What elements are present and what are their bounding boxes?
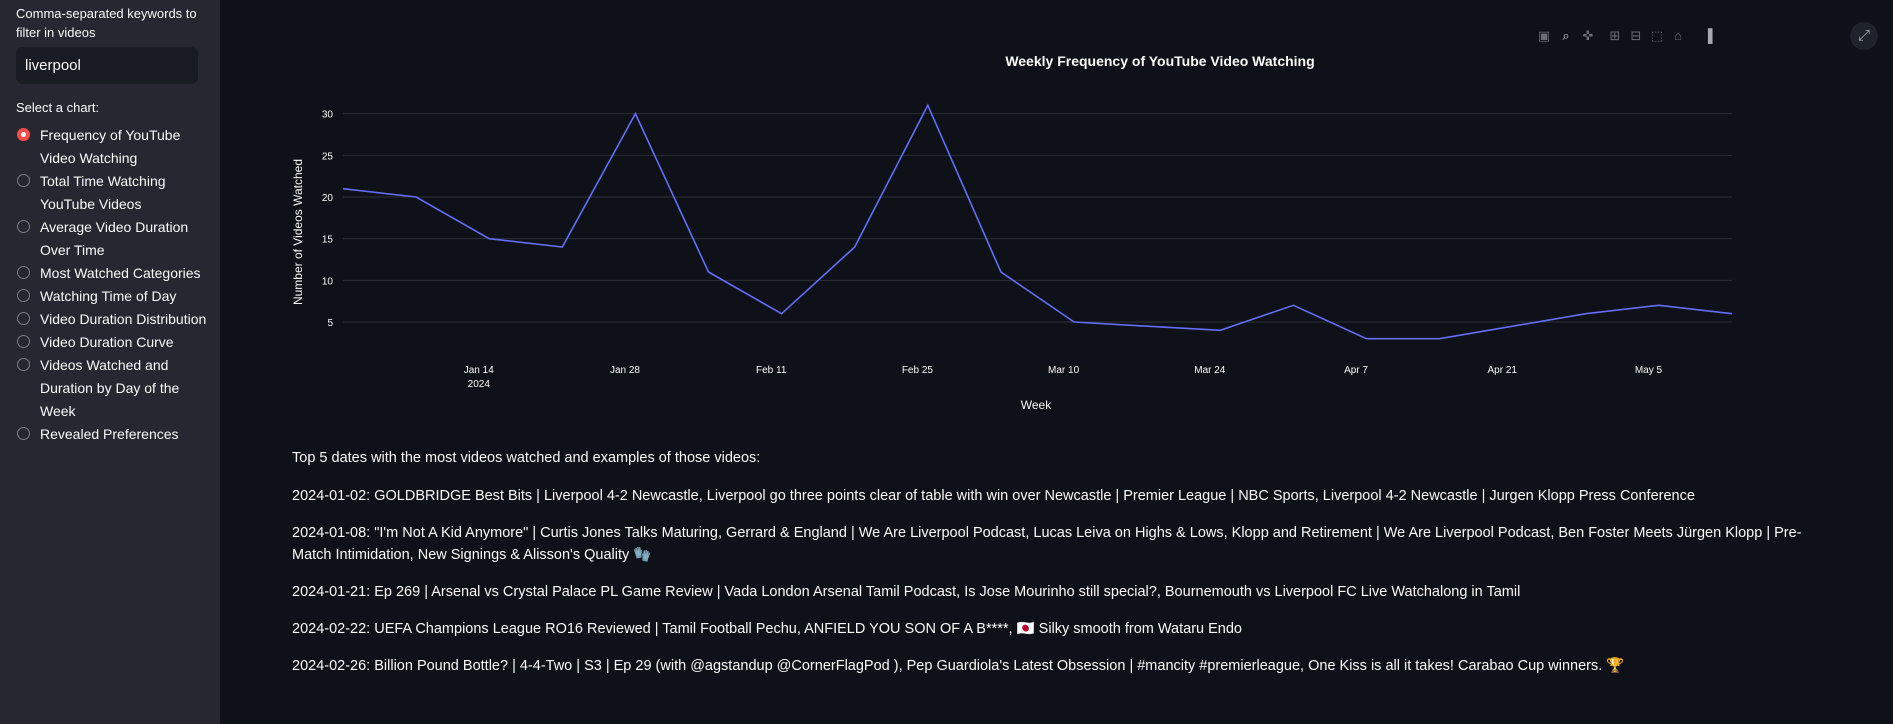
data-point[interactable] [707,270,711,274]
y-tick-label: 30 [322,110,334,121]
radio-unchecked-icon[interactable] [17,427,30,440]
fullscreen-expand-icon[interactable]: ⤢ [1850,22,1878,50]
data-point[interactable] [780,312,784,316]
data-point[interactable] [926,103,930,107]
chart-option-radio[interactable]: Revealed Preferences [16,423,216,446]
chart-option-radio[interactable]: Video Duration Distribution [16,308,216,331]
keyword-filter-label: Comma-separated keywords to filter in vi… [16,6,197,40]
series-line [342,103,1733,340]
keyword-filter-input[interactable] [16,47,198,84]
zoom-icon[interactable]: ⌕ [1562,28,1570,43]
zoom-in-icon[interactable]: ⊞ [1609,28,1621,43]
x-tick-label: Feb 11 [756,365,787,376]
top5-section: Top 5 dates with the most videos watched… [292,448,1832,692]
radio-unchecked-icon[interactable] [17,266,30,279]
x-axis-label: Week [1021,398,1052,412]
data-point[interactable] [1438,337,1442,341]
y-tick-label: 15 [322,235,334,246]
x-tick-label: Jan 14 [464,365,494,376]
radio-unchecked-icon[interactable] [17,174,30,187]
chart-option-radio[interactable]: Video Duration Curve [16,331,216,354]
chart-option-radio[interactable]: Total Time Watching YouTube Videos [16,170,216,216]
zoom-out-icon[interactable]: ⊟ [1630,28,1642,43]
chart-option-radio[interactable]: Average Video Duration Over Time [16,216,216,262]
chart-option-label: Frequency of YouTube Video Watching [40,127,181,166]
radio-unchecked-icon[interactable] [17,289,30,302]
chart-option-radio[interactable]: Watching Time of Day [16,285,216,308]
chart-radio-group: Frequency of YouTube Video Watching Total… [16,124,216,446]
top5-item: 2024-01-08: "I'm Not A Kid Anymore" | Cu… [292,525,1802,563]
top5-item: 2024-01-21: Ep 269 | Arsenal vs Crystal … [292,584,1521,600]
radio-checked-icon[interactable] [17,128,30,141]
pan-icon[interactable]: ✜ [1582,28,1594,43]
x-tick-label: Mar 10 [1048,365,1080,376]
data-point[interactable] [1584,312,1588,316]
data-point[interactable] [1218,328,1222,332]
chart-title: Weekly Frequency of YouTube Video Watchi… [1005,53,1314,69]
y-tick-label: 20 [322,193,334,204]
y-tick-label: 5 [327,318,333,329]
chart-option-label: Videos Watched and Duration by Day of th… [40,357,180,419]
top5-item: 2024-01-02: GOLDBRIDGE Best Bits | Liver… [292,488,1695,504]
chart-select-label: Select a chart: [16,100,100,115]
data-point[interactable] [1291,303,1295,307]
x-tick-label: Apr 7 [1344,365,1368,376]
x-tick-label: Apr 21 [1488,365,1518,376]
radio-unchecked-icon[interactable] [17,358,30,371]
y-axis-label: Number of Videos Watched [291,159,305,305]
x-axis-ticks: Jan 14 2024 Jan 28 Feb 11 Feb 25 Mar 10 Mar 24… [464,365,1663,390]
x-tick-label: May 5 [1635,365,1663,376]
chart-option-label: Total Time Watching YouTube Videos [40,173,166,212]
data-point[interactable] [1072,320,1076,324]
x-tick-label: Jan 28 [610,365,640,376]
y-axis-ticks: 5 10 15 20 25 30 [322,110,334,329]
chart-option-label: Video Duration Distribution [40,311,207,327]
top5-heading: Top 5 dates with the most videos watched… [292,450,761,466]
x-tick-label: Mar 24 [1194,365,1226,376]
data-point[interactable] [1145,324,1149,328]
y-tick-label: 25 [322,151,334,162]
data-point[interactable] [487,237,491,241]
x-tick-label: Feb 25 [902,365,934,376]
y-tick-label: 10 [322,276,334,287]
series-points [341,103,1734,340]
x-tick-year-label: 2024 [468,379,491,390]
chart-option-radio[interactable]: Most Watched Categories [16,262,216,285]
chart-option-label: Most Watched Categories [40,265,201,281]
data-point[interactable] [853,245,857,249]
data-point[interactable] [560,245,564,249]
data-point[interactable] [414,195,418,199]
chart-option-radio[interactable]: Videos Watched and Duration by Day of th… [16,354,216,423]
chart-option-radio[interactable]: Frequency of YouTube Video Watching [16,124,216,170]
radio-unchecked-icon[interactable] [17,220,30,233]
data-point[interactable] [633,112,637,116]
plotly-logo-icon[interactable]: ▐ [1703,28,1713,43]
radio-unchecked-icon[interactable] [17,335,30,348]
chart-option-label: Average Video Duration Over Time [40,219,189,258]
chart-option-label: Revealed Preferences [40,426,179,442]
data-point[interactable] [1657,303,1661,307]
radio-unchecked-icon[interactable] [17,312,30,325]
data-point[interactable] [341,187,345,191]
frequency-chart: Weekly Frequency of YouTube Video Watchi… [291,53,1734,412]
camera-icon[interactable]: ▣ [1537,28,1551,43]
top5-item: 2024-02-22: UEFA Champions League RO16 R… [292,621,1242,637]
top5-item: 2024-02-26: Billion Pound Bottle? | 4-4-… [292,658,1625,674]
data-point[interactable] [1730,312,1734,316]
chart-option-label: Video Duration Curve [40,334,174,350]
chart-gridlines [343,113,1732,323]
chart-option-label: Watching Time of Day [40,288,177,304]
sidebar: Comma-separated keywords to filter in vi… [0,0,220,724]
data-point[interactable] [1364,337,1368,341]
data-point[interactable] [999,270,1003,274]
autoscale-icon[interactable]: ⬚ [1650,28,1664,43]
reset-axes-icon[interactable]: ⌂ [1674,28,1682,43]
data-point[interactable] [1511,324,1515,328]
